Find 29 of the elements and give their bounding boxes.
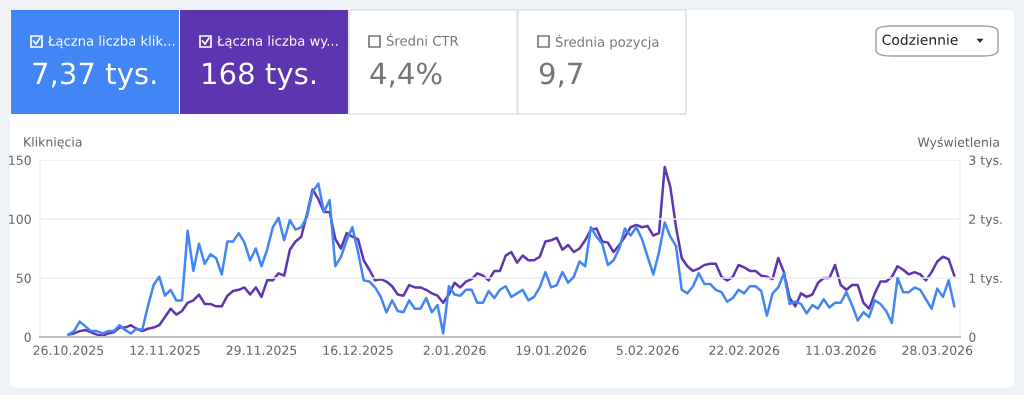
x-tick-label: 5.02.2026 <box>616 345 679 356</box>
x-tick-label: 2.01.2026 <box>423 345 486 356</box>
y2-tick-label: 0 <box>969 332 976 342</box>
y-tick-label: 50 <box>16 273 31 283</box>
y-axis-title: Kliknięcia <box>24 136 82 149</box>
y-tick-label: 0 <box>24 332 31 342</box>
x-tick-label: 22.02.2026 <box>709 345 780 356</box>
text: Codziennie <box>882 34 958 46</box>
text: Łączna liczba klik... <box>47 35 175 49</box>
y2-tick-label: 3 tys. <box>969 155 1002 168</box>
x-tick-label: 16.12.2025 <box>323 345 393 356</box>
text: 9,7 <box>539 62 582 88</box>
x-tick-label: 12.11.2025 <box>130 345 200 356</box>
x-tick-label: 19.01.2026 <box>516 345 587 356</box>
x-tick-label: 11.03.2026 <box>806 345 876 356</box>
text: 4,4% <box>370 62 442 88</box>
x-tick-label: 26.10.2025 <box>33 345 104 356</box>
y-tick-label: 100 <box>9 214 31 224</box>
text: Średnia pozycja <box>555 34 659 50</box>
text: 7,37 tys. <box>33 62 156 91</box>
y2-tick-label: 2 tys. <box>969 214 1002 227</box>
x-tick-label: 29.11.2025 <box>226 345 297 356</box>
y-tick-label: 150 <box>9 155 31 165</box>
text: Średni CTR <box>386 33 459 46</box>
y2-tick-label: 1 tys. <box>969 273 1002 286</box>
text: Łączna liczba wy... <box>216 35 338 49</box>
x-tick-label: 28.03.2026 <box>902 345 973 356</box>
text: 168 tys. <box>203 62 315 91</box>
y2-axis-title: Wyświetlenia <box>917 136 999 150</box>
